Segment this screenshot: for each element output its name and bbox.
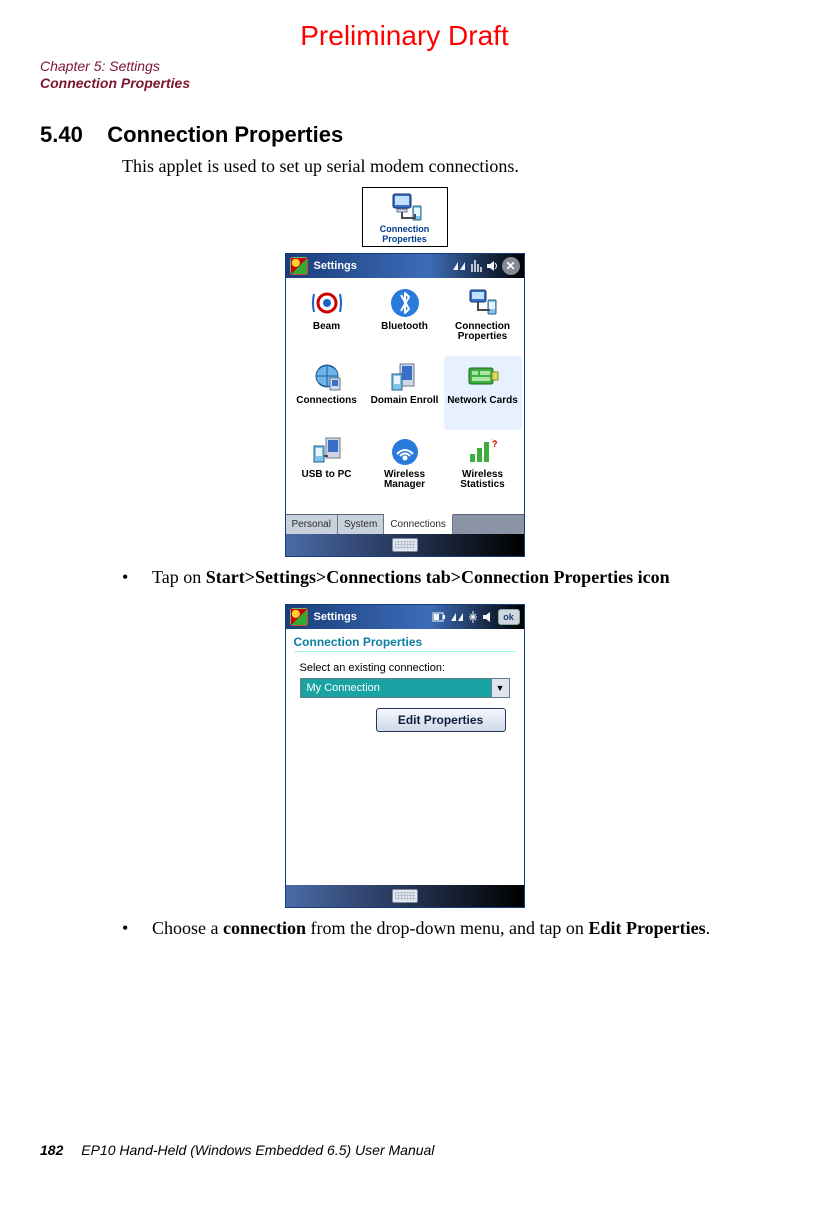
wm2-body: Connection Properties Select an existing… xyxy=(286,629,524,885)
b2a: Choose a xyxy=(152,918,223,938)
connection-properties-screenshot: Settings ok Connection Properties Select… xyxy=(285,604,525,908)
section-number: 5.40 xyxy=(40,122,83,147)
section-title: Connection Properties xyxy=(107,122,343,147)
grid-item-wireless-manager[interactable]: Wireless Manager xyxy=(366,430,444,504)
connection-properties-icon xyxy=(385,192,425,222)
settings-grid: Beam Bluetooth Connection Properties Con… xyxy=(286,278,524,514)
battery-icon[interactable] xyxy=(432,612,446,622)
connectivity-icon[interactable] xyxy=(450,611,464,623)
wm-bottombar xyxy=(286,534,524,556)
applet-icon-box: Connection Properties xyxy=(362,187,448,247)
grid-label: Wireless Manager xyxy=(368,470,442,491)
keyboard-icon[interactable] xyxy=(392,889,418,903)
grid-label: Network Cards xyxy=(447,396,518,407)
tab-personal[interactable]: Personal xyxy=(286,515,338,534)
tab-connections[interactable]: Connections xyxy=(384,514,453,534)
start-icon[interactable] xyxy=(290,257,308,275)
grid-item-bluetooth[interactable]: Bluetooth xyxy=(366,282,444,356)
grid-item-beam[interactable]: Beam xyxy=(288,282,366,356)
page-footer: 182 EP10 Hand-Held (Windows Embedded 6.5… xyxy=(40,1142,434,1158)
select-value: My Connection xyxy=(301,682,491,694)
grid-label: Domain Enroll xyxy=(371,396,439,407)
icon-label-2: Properties xyxy=(365,234,445,244)
bullet-1: • Tap on Start>Settings>Connections tab>… xyxy=(122,567,769,588)
beam-icon xyxy=(310,288,344,318)
chevron-down-icon[interactable]: ▼ xyxy=(491,679,509,697)
grid-item-usb-to-pc[interactable]: USB to PC xyxy=(288,430,366,504)
grid-label: Connection Properties xyxy=(446,322,520,343)
page-number: 182 xyxy=(40,1142,63,1158)
b2b: connection xyxy=(223,918,306,938)
chapter-label: Chapter 5: Settings xyxy=(40,58,769,75)
panel-title: Connection Properties xyxy=(294,635,516,652)
grid-item-connections[interactable]: Connections xyxy=(288,356,366,430)
settings-screenshot: Settings ✕ Beam Bluetooth Connecti xyxy=(285,253,525,557)
grid-item-network-cards[interactable]: Network Cards xyxy=(444,356,522,430)
connection-select[interactable]: My Connection ▼ xyxy=(300,678,510,698)
section-heading: 5.40 Connection Properties xyxy=(40,122,769,148)
svg-text:?: ? xyxy=(492,439,498,449)
volume-icon[interactable] xyxy=(482,611,494,623)
intro-paragraph: This applet is used to set up serial mod… xyxy=(122,156,769,177)
icon-label-1: Connection xyxy=(365,224,445,234)
grid-label: Wireless Statistics xyxy=(446,470,520,491)
bullet-marker: • xyxy=(122,567,152,588)
b2c: from the drop-down menu, and tap on xyxy=(306,918,588,938)
wm2-title: Settings xyxy=(314,611,357,623)
grid-item-wireless-statistics[interactable]: ? Wireless Statistics xyxy=(444,430,522,504)
bullet-marker: • xyxy=(122,918,152,939)
grid-item-domain-enroll[interactable]: Domain Enroll xyxy=(366,356,444,430)
start-icon[interactable] xyxy=(290,608,308,626)
wm2-titlebar: Settings ok xyxy=(286,605,524,629)
wm-title: Settings xyxy=(314,260,357,272)
wm-tabs: Personal System Connections xyxy=(286,514,524,534)
connection-properties-grid-icon xyxy=(466,288,500,318)
b2e: . xyxy=(706,918,711,938)
bullet1-bold: Start>Settings>Connections tab>Connectio… xyxy=(206,567,670,587)
keyboard-icon[interactable] xyxy=(392,538,418,552)
domain-enroll-icon xyxy=(388,362,422,392)
bullet-2: • Choose a connection from the drop-down… xyxy=(122,918,769,939)
connectivity-icon[interactable] xyxy=(452,260,466,272)
connections-icon xyxy=(310,362,344,392)
grid-label: Beam xyxy=(313,322,340,333)
tab-system[interactable]: System xyxy=(338,515,384,534)
b2d: Edit Properties xyxy=(588,918,705,938)
signal-icon[interactable] xyxy=(470,260,482,272)
running-header: Chapter 5: Settings Connection Propertie… xyxy=(40,58,769,92)
ok-button[interactable]: ok xyxy=(498,609,520,625)
footer-text: EP10 Hand-Held (Windows Embedded 6.5) Us… xyxy=(81,1142,434,1158)
usb-to-pc-icon xyxy=(310,436,344,466)
preliminary-banner: Preliminary Draft xyxy=(40,20,769,52)
grid-label: Bluetooth xyxy=(381,322,428,333)
wireless-statistics-icon: ? xyxy=(466,436,500,466)
bullet1-prefix: Tap on xyxy=(152,567,206,587)
close-icon[interactable]: ✕ xyxy=(502,257,520,275)
wm-titlebar: Settings ✕ xyxy=(286,254,524,278)
bluetooth-icon xyxy=(388,287,422,319)
grid-label: USB to PC xyxy=(302,470,352,481)
section-label: Connection Properties xyxy=(40,75,769,92)
grid-label: Connections xyxy=(296,396,357,407)
grid-item-connection-properties[interactable]: Connection Properties xyxy=(444,282,522,356)
volume-icon[interactable] xyxy=(486,260,498,272)
network-cards-icon xyxy=(466,362,500,392)
signal-icon[interactable] xyxy=(468,611,478,623)
select-label: Select an existing connection: xyxy=(300,662,516,674)
edit-properties-button[interactable]: Edit Properties xyxy=(376,708,506,732)
wm2-bottombar xyxy=(286,885,524,907)
wireless-manager-icon xyxy=(388,436,422,466)
